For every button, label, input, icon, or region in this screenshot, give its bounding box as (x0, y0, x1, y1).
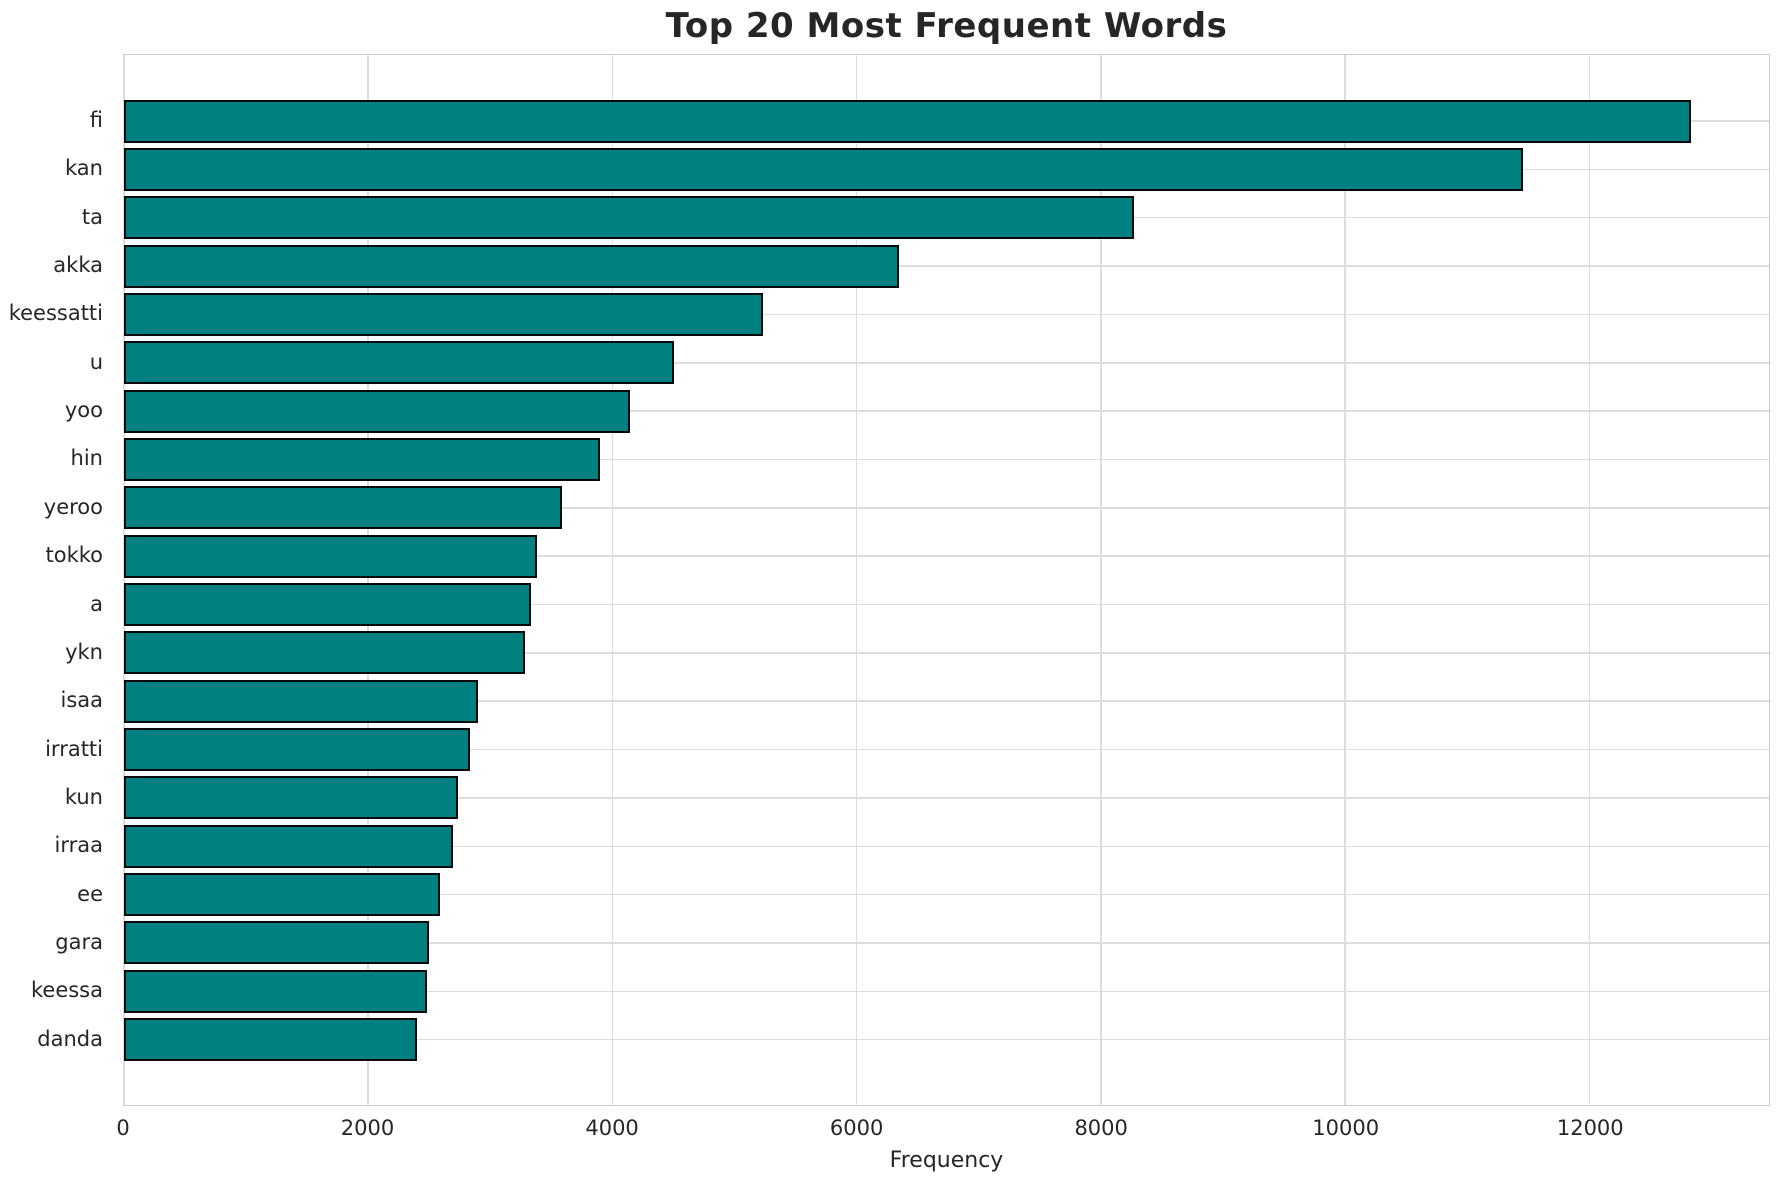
plot-area (123, 54, 1770, 1106)
horizontal-gridline (124, 458, 1769, 461)
x-tick-label: 0 (116, 1116, 130, 1140)
vertical-gridline (1100, 55, 1102, 1105)
horizontal-gridline (124, 942, 1769, 944)
y-tick-label: yeroo (43, 494, 103, 519)
bar (124, 341, 674, 385)
horizontal-gridline (124, 555, 1769, 557)
horizontal-gridline (124, 603, 1769, 606)
y-tick-label: a (90, 591, 103, 616)
horizontal-gridline (124, 313, 1769, 316)
bar (124, 873, 440, 917)
y-tick-label: ee (77, 881, 103, 906)
y-axis-labels: fi kan ta akka keessatti u yoo hin yeroo tokko a yk… (0, 54, 113, 1106)
bar (124, 147, 1523, 191)
y-tick-label: keessatti (8, 301, 103, 326)
y-tick-label: kan (65, 156, 103, 181)
bar (124, 1018, 418, 1062)
horizontal-gridline (124, 700, 1769, 702)
vertical-gridline (855, 55, 858, 1105)
y-tick-label: tokko (45, 543, 103, 568)
y-tick-label: ta (81, 204, 103, 229)
vertical-gridline (611, 55, 614, 1105)
vertical-gridline (367, 55, 369, 1105)
y-tick-label: ykn (65, 639, 103, 664)
y-tick-label: isaa (60, 688, 103, 713)
bar (124, 824, 453, 868)
horizontal-gridline (124, 797, 1769, 799)
vertical-gridline (1344, 55, 1346, 1105)
vertical-gridline (1588, 55, 1591, 1105)
horizontal-gridline (124, 1038, 1769, 1041)
bar (124, 728, 470, 772)
x-tick-label: 4000 (585, 1116, 639, 1140)
x-tick-label: 6000 (829, 1116, 884, 1140)
x-axis-tick-labels: 0 2000 4000 6000 8000 10000 12000 (116, 1116, 1770, 1146)
bar (124, 534, 538, 578)
y-tick-label: hin (70, 446, 103, 471)
y-tick-label: yoo (64, 398, 103, 423)
bar (124, 486, 563, 530)
horizontal-gridline (124, 265, 1769, 267)
horizontal-gridline (124, 410, 1769, 412)
vertical-gridline (123, 55, 125, 1105)
horizontal-gridline (124, 507, 1769, 509)
y-tick-label: kun (64, 784, 103, 809)
x-tick-label: 8000 (1074, 1116, 1128, 1140)
bar (124, 389, 630, 433)
bar (124, 776, 458, 820)
bar (124, 631, 526, 675)
horizontal-gridline (124, 362, 1769, 364)
bar (124, 437, 601, 481)
bar (124, 679, 478, 723)
y-tick-label: fi (89, 108, 103, 132)
x-tick-label: 2000 (340, 1116, 395, 1140)
chart-title: Top 20 Most Frequent Words (665, 6, 1228, 46)
bar (124, 244, 899, 288)
bar (124, 99, 1691, 143)
bar (124, 292, 763, 336)
bar (124, 921, 430, 965)
x-tick-label: 12000 (1556, 1116, 1624, 1140)
horizontal-gridline (124, 893, 1769, 896)
horizontal-gridline (124, 845, 1769, 847)
y-tick-label: gara (55, 929, 103, 954)
y-tick-label: akka (53, 253, 103, 278)
horizontal-gridline (124, 748, 1769, 751)
y-tick-label: irratti (45, 736, 103, 761)
horizontal-gridline (124, 990, 1769, 993)
bar (124, 583, 532, 626)
y-tick-label: keessa (30, 978, 103, 1003)
bar (124, 969, 427, 1013)
bar (124, 196, 1134, 240)
y-tick-label: irraa (54, 833, 103, 858)
y-tick-label: danda (37, 1026, 103, 1051)
y-tick-label: u (89, 349, 103, 374)
x-axis-title: Frequency (889, 1148, 1004, 1173)
horizontal-gridline (124, 652, 1769, 654)
x-tick-label: 10000 (1312, 1116, 1380, 1140)
